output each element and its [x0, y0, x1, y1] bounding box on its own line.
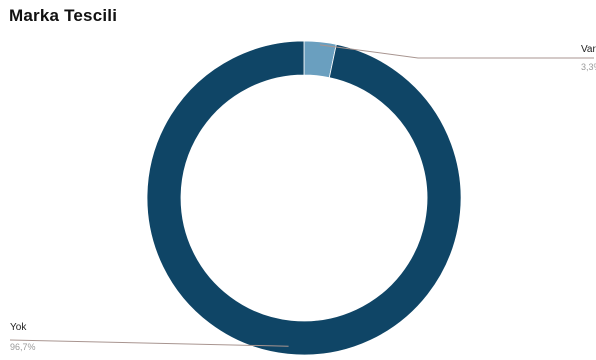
- donut-slice-yok[interactable]: [146, 40, 462, 356]
- slice-value-var: 3,3%: [581, 62, 596, 72]
- slice-label-var: Var: [581, 44, 596, 55]
- leader-line-var: [319, 44, 594, 59]
- chart-title: Marka Tescili: [9, 6, 118, 25]
- slice-value-yok: 96,7%: [10, 342, 36, 352]
- slice-label-yok: Yok: [10, 322, 27, 333]
- leader-line-yok: [9, 339, 289, 347]
